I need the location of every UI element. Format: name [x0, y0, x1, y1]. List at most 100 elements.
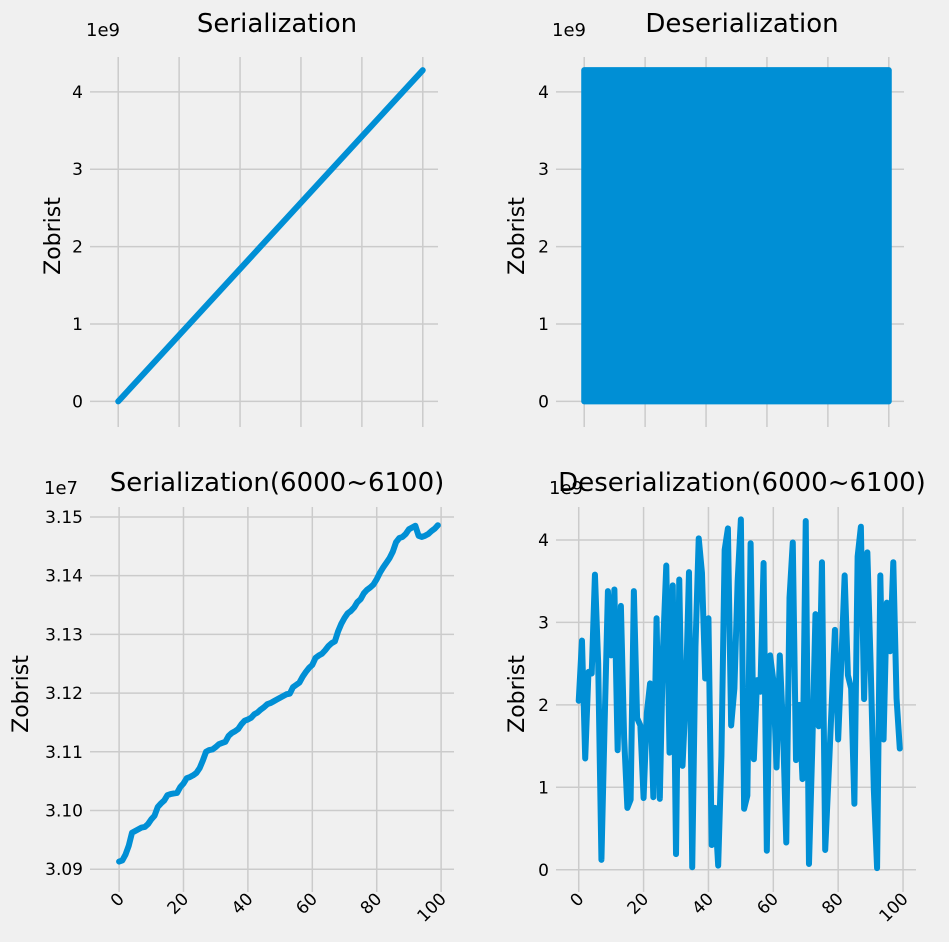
- data-point: [276, 699, 277, 700]
- data-point: [128, 845, 129, 846]
- data-point: [867, 552, 868, 553]
- data-point: [857, 556, 858, 557]
- data-point: [607, 591, 608, 592]
- y-tick-label: 0: [72, 392, 83, 412]
- data-point: [825, 849, 826, 850]
- data-point: [289, 693, 290, 694]
- data-point: [125, 854, 126, 855]
- data-point: [231, 733, 232, 734]
- data-point: [209, 750, 210, 751]
- y-tick-label: 1: [538, 778, 549, 798]
- y-tick-label: 3.14: [45, 567, 83, 587]
- data-point: [280, 697, 281, 698]
- data-point: [177, 792, 178, 793]
- data-point: [212, 749, 213, 750]
- y-tick-label: 2: [72, 238, 83, 258]
- data-point: [860, 526, 861, 527]
- data-point: [367, 589, 368, 590]
- data-band: [581, 67, 892, 405]
- data-point: [698, 538, 699, 539]
- data-point: [714, 807, 715, 808]
- data-point: [292, 687, 293, 688]
- data-point: [812, 750, 813, 751]
- data-point: [273, 701, 274, 702]
- data-point: [215, 747, 216, 748]
- data-point: [309, 667, 310, 668]
- y-tick-label: 3.10: [45, 801, 83, 821]
- y-tick-label: 4: [538, 83, 549, 103]
- data-point: [672, 585, 673, 586]
- data-point: [851, 688, 852, 689]
- data-point: [244, 720, 245, 721]
- data-point: [656, 618, 657, 619]
- data-point: [138, 829, 139, 830]
- data-point: [312, 664, 313, 665]
- data-point: [373, 584, 374, 585]
- data-point: [789, 597, 790, 598]
- data-point: [186, 778, 187, 779]
- data-point: [659, 798, 660, 799]
- data-point: [241, 724, 242, 725]
- y-axis-label: Zobrist: [505, 197, 530, 275]
- data-point: [854, 803, 855, 804]
- data-point: [218, 744, 219, 745]
- data-point: [396, 542, 397, 543]
- data-point: [431, 531, 432, 532]
- data-point: [627, 807, 628, 808]
- data-point: [328, 646, 329, 647]
- data-point: [578, 700, 579, 701]
- data-point: [148, 823, 149, 824]
- data-point: [144, 826, 145, 827]
- grid: [90, 507, 454, 892]
- y-tick-label: 3.12: [45, 684, 83, 704]
- y-tick-label: 3.09: [45, 860, 83, 880]
- series-line: [116, 522, 441, 865]
- data-point: [164, 800, 165, 801]
- y-tick-label: 3.13: [45, 625, 83, 645]
- data-point: [331, 643, 332, 644]
- data-point: [591, 673, 592, 674]
- data-point: [122, 860, 123, 861]
- data-point: [818, 726, 819, 727]
- subplot-title: Deserialization: [645, 9, 838, 39]
- data-point: [344, 617, 345, 618]
- data-point: [180, 787, 181, 788]
- data-point: [821, 562, 822, 563]
- data-point: [692, 867, 693, 868]
- data-point: [376, 579, 377, 580]
- data-point: [834, 629, 835, 630]
- data-point: [747, 795, 748, 796]
- data-point: [183, 783, 184, 784]
- data-point: [886, 602, 887, 603]
- data-point: [151, 819, 152, 820]
- data-point: [617, 750, 618, 751]
- series-line: [115, 67, 426, 405]
- data-point: [880, 575, 881, 576]
- data-point: [347, 613, 348, 614]
- data-point: [831, 704, 832, 705]
- data-point: [808, 863, 809, 864]
- data-point: [633, 591, 634, 592]
- data-point: [796, 760, 797, 761]
- data-point: [727, 528, 728, 529]
- data-point: [206, 751, 207, 752]
- data-point: [682, 765, 683, 766]
- data-point: [841, 659, 842, 660]
- data-point: [688, 572, 689, 573]
- data-point: [737, 581, 738, 582]
- data-point: [844, 575, 845, 576]
- data-point: [802, 779, 803, 780]
- data-point: [650, 683, 651, 684]
- data-point: [620, 605, 621, 606]
- data-point: [334, 641, 335, 642]
- data-point: [318, 655, 319, 656]
- data-point: [676, 854, 677, 855]
- data-point: [370, 587, 371, 588]
- data-point: [695, 646, 696, 647]
- data-point: [389, 558, 390, 559]
- data-point: [412, 527, 413, 528]
- data-point: [193, 775, 194, 776]
- data-point: [708, 618, 709, 619]
- y-offset-text: 1e7: [44, 478, 78, 499]
- data-point: [415, 525, 416, 526]
